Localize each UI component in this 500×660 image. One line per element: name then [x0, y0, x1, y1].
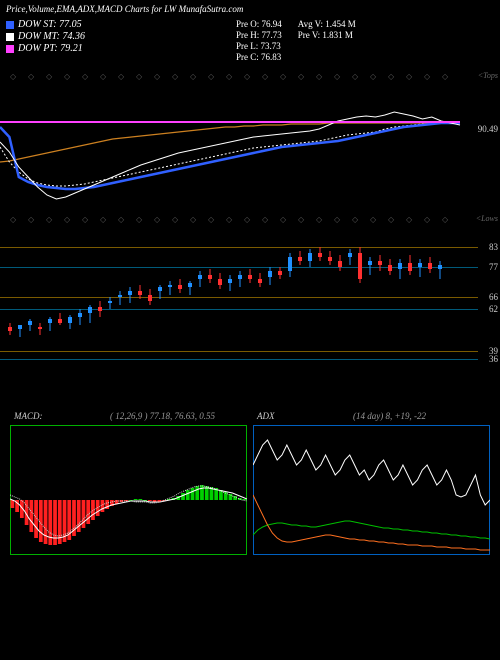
svg-text:◇: ◇	[100, 72, 107, 81]
svg-text:◇: ◇	[100, 215, 107, 224]
svg-text:◇: ◇	[352, 215, 359, 224]
svg-text:◇: ◇	[442, 215, 449, 224]
svg-text:◇: ◇	[46, 72, 53, 81]
legend-label-pt: DOW PT: 79.21	[18, 43, 83, 54]
svg-text:◇: ◇	[136, 72, 143, 81]
svg-text:◇: ◇	[244, 72, 251, 81]
legend-label-st: DOW ST: 77.05	[18, 19, 82, 30]
svg-text:◇: ◇	[280, 215, 287, 224]
adx-chart: ADX (14 day) 8, +19, -22	[253, 425, 490, 555]
svg-text:◇: ◇	[280, 72, 287, 81]
adx-label: ADX	[257, 411, 275, 421]
svg-text:◇: ◇	[118, 72, 125, 81]
svg-text:◇: ◇	[298, 215, 305, 224]
svg-text:◇: ◇	[244, 215, 251, 224]
svg-text:◇: ◇	[136, 215, 143, 224]
legend-swatch-pt	[6, 45, 14, 53]
y-axis-label: 83	[489, 242, 498, 252]
legend-swatch-mt	[6, 33, 14, 41]
svg-text:◇: ◇	[208, 215, 215, 224]
svg-text:◇: ◇	[208, 72, 215, 81]
svg-text:◇: ◇	[172, 215, 179, 224]
svg-text:◇: ◇	[424, 72, 431, 81]
svg-text:◇: ◇	[190, 215, 197, 224]
price-label: 90.49	[478, 124, 498, 134]
svg-text:◇: ◇	[118, 215, 125, 224]
info-high: Pre H: 77.73	[236, 30, 282, 40]
svg-text:◇: ◇	[298, 72, 305, 81]
svg-text:◇: ◇	[82, 215, 89, 224]
svg-text:◇: ◇	[424, 215, 431, 224]
svg-text:◇: ◇	[370, 215, 377, 224]
legend-swatch-st	[6, 21, 14, 29]
info-close: Pre C: 76.83	[236, 52, 282, 62]
info-low: Pre L: 73.73	[236, 41, 282, 51]
svg-text:◇: ◇	[82, 72, 89, 81]
svg-text:◇: ◇	[316, 215, 323, 224]
svg-text:◇: ◇	[388, 72, 395, 81]
info-avgv: Avg V: 1.454 M	[298, 19, 356, 29]
svg-text:◇: ◇	[262, 72, 269, 81]
legend-block: DOW ST: 77.05 DOW MT: 74.36 DOW PT: 79.2…	[6, 18, 236, 63]
svg-text:◇: ◇	[442, 72, 449, 81]
svg-text:◇: ◇	[64, 215, 71, 224]
svg-text:◇: ◇	[370, 72, 377, 81]
price-chart: <Tops <Lows 90.49 ◇ ◇ ◇ ◇ ◇ ◇ ◇ ◇ ◇ ◇ ◇ ◇ ◇ ◇ ◇ ◇ ◇ ◇ ◇ ◇ ◇ ◇…	[0, 67, 500, 227]
svg-text:◇: ◇	[388, 215, 395, 224]
svg-text:◇: ◇	[28, 215, 35, 224]
svg-text:◇: ◇	[46, 215, 53, 224]
page-title: Price,Volume,EMA,ADX,MACD Charts for LW …	[0, 0, 500, 18]
ohlc-block: Pre O: 76.94 Pre H: 77.73 Pre L: 73.73 P…	[236, 18, 372, 63]
svg-text:◇: ◇	[262, 215, 269, 224]
legend-label-mt: DOW MT: 74.36	[18, 31, 85, 42]
svg-text:◇: ◇	[352, 72, 359, 81]
svg-text:◇: ◇	[154, 215, 161, 224]
y-axis-label: 36	[489, 354, 498, 364]
info-open: Pre O: 76.94	[236, 19, 282, 29]
info-prev: Pre V: 1.831 M	[298, 30, 356, 40]
svg-text:◇: ◇	[172, 72, 179, 81]
macd-label: MACD:	[14, 411, 43, 421]
y-axis-label: 62	[489, 304, 498, 314]
tag-tops: <Tops	[478, 71, 498, 80]
svg-text:◇: ◇	[226, 72, 233, 81]
y-axis-label: 66	[489, 292, 498, 302]
svg-text:◇: ◇	[406, 72, 413, 81]
candle-chart: 837766623936	[0, 235, 500, 365]
y-axis-label: 77	[489, 262, 498, 272]
svg-text:◇: ◇	[226, 215, 233, 224]
svg-text:◇: ◇	[10, 215, 17, 224]
svg-text:◇: ◇	[64, 72, 71, 81]
svg-text:◇: ◇	[154, 72, 161, 81]
svg-text:◇: ◇	[316, 72, 323, 81]
tag-lows: <Lows	[476, 214, 498, 223]
svg-text:◇: ◇	[406, 215, 413, 224]
svg-text:◇: ◇	[334, 72, 341, 81]
svg-text:◇: ◇	[334, 215, 341, 224]
macd-detail: ( 12,26,9 ) 77.18, 76.63, 0.55	[110, 411, 215, 421]
svg-text:◇: ◇	[190, 72, 197, 81]
svg-text:◇: ◇	[10, 72, 17, 81]
svg-text:◇: ◇	[28, 72, 35, 81]
adx-detail: (14 day) 8, +19, -22	[353, 411, 426, 421]
macd-chart: MACD: ( 12,26,9 ) 77.18, 76.63, 0.55	[10, 425, 247, 555]
